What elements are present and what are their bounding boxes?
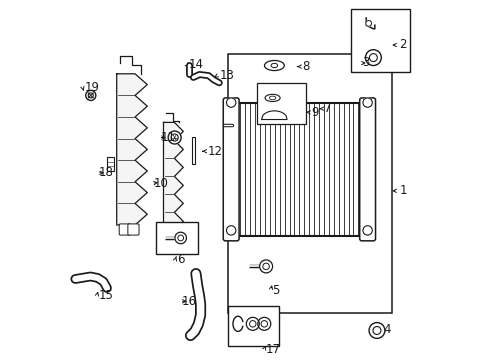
Circle shape — [372, 327, 380, 334]
Text: 13: 13 — [219, 69, 234, 82]
Text: 18: 18 — [99, 166, 113, 179]
Circle shape — [259, 260, 272, 273]
Text: 4: 4 — [382, 323, 390, 336]
Text: 2: 2 — [399, 39, 406, 51]
Circle shape — [362, 98, 371, 107]
Bar — [156, 222, 197, 254]
Circle shape — [246, 318, 259, 330]
Text: 5: 5 — [272, 284, 280, 297]
Text: 16: 16 — [181, 295, 196, 308]
Circle shape — [261, 320, 267, 327]
Circle shape — [171, 134, 178, 141]
Bar — [192, 137, 194, 164]
Circle shape — [88, 93, 93, 98]
Text: 14: 14 — [188, 58, 203, 71]
Ellipse shape — [264, 60, 284, 71]
Circle shape — [249, 320, 256, 327]
FancyBboxPatch shape — [127, 224, 139, 235]
Text: 17: 17 — [265, 343, 281, 356]
Circle shape — [226, 226, 235, 235]
FancyBboxPatch shape — [119, 224, 130, 235]
Polygon shape — [163, 122, 183, 230]
Bar — [257, 83, 305, 124]
Circle shape — [257, 318, 270, 330]
Bar — [228, 306, 278, 346]
Text: 3: 3 — [362, 57, 369, 69]
Text: 15: 15 — [99, 289, 113, 302]
Circle shape — [368, 323, 384, 338]
Circle shape — [178, 235, 183, 241]
Text: 1: 1 — [399, 184, 406, 197]
Circle shape — [85, 90, 96, 100]
Ellipse shape — [264, 94, 280, 102]
Circle shape — [368, 54, 377, 62]
Text: 9: 9 — [310, 106, 318, 119]
Circle shape — [365, 21, 371, 26]
FancyBboxPatch shape — [223, 98, 239, 241]
Text: 11: 11 — [160, 131, 175, 144]
Text: 12: 12 — [207, 145, 222, 158]
Text: 19: 19 — [84, 81, 99, 94]
Bar — [107, 157, 114, 171]
Text: 7: 7 — [324, 102, 331, 115]
Bar — [350, 9, 409, 72]
Bar — [228, 54, 391, 313]
Ellipse shape — [270, 63, 277, 68]
Circle shape — [362, 226, 371, 235]
Text: 10: 10 — [153, 177, 168, 190]
Circle shape — [365, 50, 381, 66]
Circle shape — [175, 232, 186, 244]
Circle shape — [263, 263, 269, 270]
Polygon shape — [117, 74, 147, 225]
Text: 8: 8 — [302, 60, 309, 73]
Text: 6: 6 — [177, 253, 184, 266]
Circle shape — [226, 98, 235, 107]
Circle shape — [168, 131, 181, 144]
Ellipse shape — [269, 96, 275, 100]
FancyBboxPatch shape — [359, 98, 375, 241]
Polygon shape — [261, 111, 286, 120]
